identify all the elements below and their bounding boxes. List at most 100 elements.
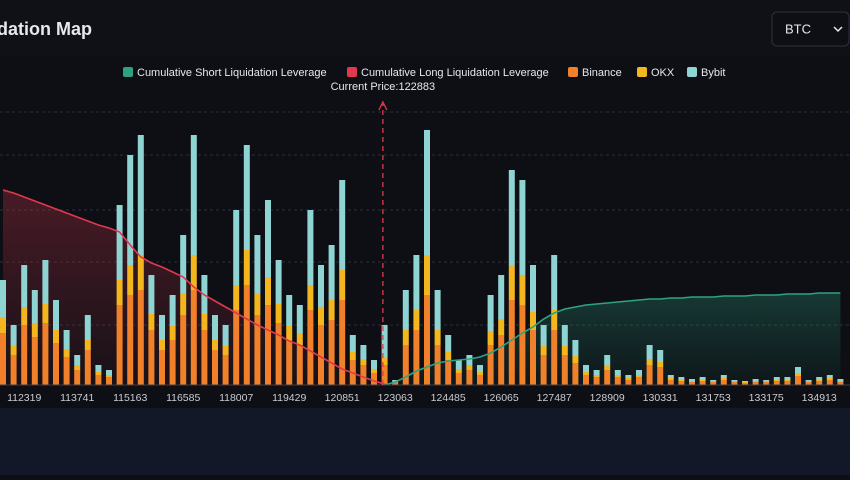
bar-segment (74, 355, 81, 365)
bar-segment (646, 365, 653, 385)
bar-segment (487, 331, 494, 345)
bar-segment (593, 377, 600, 385)
bar-segment (487, 295, 494, 331)
bar-segment (201, 330, 208, 385)
bar-segment (551, 310, 558, 330)
bar-segment (784, 380, 791, 381)
bar-segment (339, 270, 346, 300)
bar-segment (561, 355, 568, 385)
select-box[interactable] (771, 11, 850, 47)
bar-segment (180, 293, 187, 315)
bar-segment (212, 315, 218, 340)
bar-segment (318, 325, 324, 385)
legend-label: Bybit (701, 67, 725, 79)
bar-segment (148, 314, 155, 330)
select-value[interactable]: BTC (785, 21, 811, 36)
bar-segment (233, 310, 240, 385)
bar-segment (763, 380, 770, 381)
bar-segment (795, 376, 801, 385)
bar-segment (699, 380, 706, 381)
bar-segment (572, 363, 579, 385)
symbol-select[interactable]: BTC (771, 11, 850, 47)
bar-segment (837, 382, 844, 385)
bar-segment (742, 383, 748, 385)
bar-segment (254, 235, 261, 293)
bar-segment (795, 367, 801, 373)
bar-segment (413, 310, 420, 330)
bar-segment (275, 323, 282, 385)
bar-segment (371, 360, 377, 369)
bar-segment (604, 365, 611, 370)
bar-segment (74, 365, 81, 370)
bar-segment (413, 330, 420, 385)
bar-segment (296, 305, 303, 333)
bar-segment (360, 359, 367, 365)
bar-segment (84, 350, 91, 385)
legend-label: Cumulative Short Liquidation Leverage (137, 67, 327, 79)
bar-segment (275, 304, 282, 323)
bar-segment (551, 330, 558, 385)
bar-segment (561, 346, 568, 355)
chevron[interactable] (833, 26, 843, 33)
bar-segment (307, 210, 314, 285)
bar-segment (190, 255, 197, 290)
bar-segment (689, 381, 695, 382)
x-tick-label: 126065 (484, 392, 519, 404)
bar-segment (731, 382, 738, 385)
bar-segment (265, 200, 271, 277)
bar-segment (106, 375, 112, 377)
bar-segment (530, 312, 536, 330)
bar-segment (0, 280, 6, 317)
bar-segment (742, 382, 748, 383)
bar-segment (519, 305, 526, 385)
bar-segment (106, 370, 112, 375)
bar-segment (74, 370, 81, 385)
bar-segment (657, 350, 664, 362)
bar-segment (752, 382, 759, 385)
bar-segment (699, 381, 706, 385)
bar-segment (53, 343, 59, 385)
x-tick-label: 115163 (113, 392, 147, 404)
bar-segment (710, 382, 717, 385)
bar-segment (593, 370, 600, 375)
bar-segment (360, 365, 367, 385)
bar-segment (646, 359, 653, 365)
bar-segment (530, 265, 536, 312)
bar-segment (614, 370, 621, 375)
bar-segment (10, 355, 17, 385)
bar-segment (720, 375, 727, 378)
bar-segment (159, 315, 165, 340)
bar-segment (455, 360, 462, 369)
bar-segment (42, 260, 49, 304)
bar-segment (349, 352, 356, 360)
bar-segment (307, 310, 314, 385)
bar-segment (710, 380, 717, 381)
legend-swatch (123, 67, 133, 77)
bar-segment (434, 290, 441, 330)
bar-segment (498, 319, 505, 335)
bar-segment (773, 380, 780, 381)
bar-segment (625, 380, 632, 385)
bar-segment (540, 355, 547, 385)
x-tick-label: 123063 (378, 392, 413, 404)
bar-segment (159, 350, 165, 385)
bar-segment (742, 381, 748, 382)
current-price-arrow (378, 100, 388, 111)
bar-segment (0, 333, 6, 385)
bar-segment (445, 360, 452, 385)
bar-segment (243, 285, 250, 385)
bar-segment (720, 380, 727, 385)
bar-segment (106, 377, 112, 385)
bar-segment (593, 375, 600, 377)
bar-segment (63, 349, 70, 357)
bar-segment (487, 345, 494, 385)
bar-segment (636, 377, 642, 385)
bar-segment (466, 355, 473, 365)
bar-segment (84, 340, 91, 350)
bar-segment (795, 373, 801, 376)
bar-segment (816, 381, 823, 385)
bar-segment (805, 381, 812, 382)
line (384, 292, 841, 386)
legend-swatch (568, 67, 578, 77)
bar-segment (805, 380, 812, 381)
